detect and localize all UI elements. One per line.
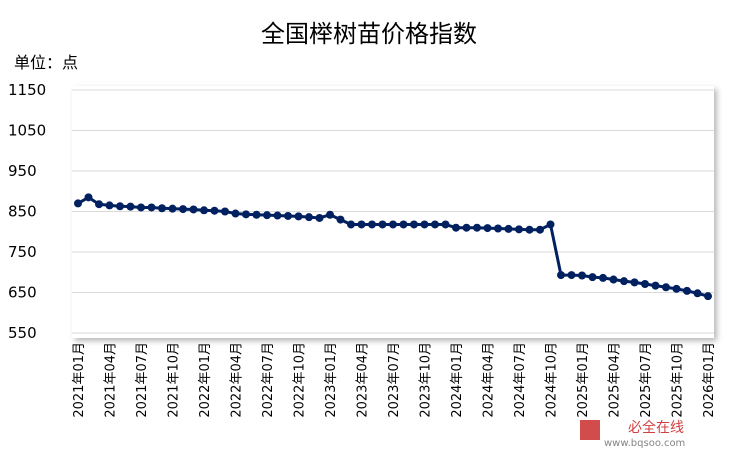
point xyxy=(683,286,691,295)
x-tick-label: 2025年07月 xyxy=(639,342,654,418)
watermark: 必全在线 xyxy=(628,419,684,436)
x-tick-label: 2023年07月 xyxy=(387,342,402,418)
y-tick-label: 850 xyxy=(8,203,37,221)
point xyxy=(410,220,418,229)
point xyxy=(473,223,481,232)
point xyxy=(578,271,586,280)
point xyxy=(462,223,471,232)
point xyxy=(557,271,565,280)
x-tick-label: 2022年10月 xyxy=(293,342,308,418)
point xyxy=(179,205,187,214)
x-tick-label: 2024年04月 xyxy=(482,342,497,418)
point xyxy=(368,220,376,229)
point xyxy=(630,278,639,287)
point xyxy=(378,220,387,229)
point xyxy=(284,211,292,220)
point xyxy=(494,224,502,233)
x-tick-label: 2026年01月 xyxy=(702,342,717,418)
point xyxy=(221,207,229,216)
x-tick-label: 2024年07月 xyxy=(513,342,528,418)
point xyxy=(599,273,607,282)
point xyxy=(525,225,534,234)
x-tick-label: 2021年10月 xyxy=(167,342,182,418)
x-tick-label: 2023年04月 xyxy=(356,342,371,418)
point xyxy=(200,206,208,215)
point xyxy=(126,202,135,211)
x-tick-label: 2024年01月 xyxy=(450,342,465,418)
y-tick-label: 550 xyxy=(8,324,37,342)
y-tick-label: 750 xyxy=(8,243,37,261)
point xyxy=(252,210,261,219)
point xyxy=(389,220,397,229)
point xyxy=(116,202,124,211)
point xyxy=(305,213,313,222)
x-tick-label: 2025年04月 xyxy=(608,342,623,418)
point xyxy=(452,223,460,232)
x-tick-label: 2021年07月 xyxy=(135,342,150,418)
watermark-url: www.bqsoo.com xyxy=(604,438,685,449)
x-tick-label: 2022年01月 xyxy=(198,342,213,418)
x-tick-label: 2025年10月 xyxy=(671,342,686,418)
point xyxy=(347,220,355,229)
point xyxy=(242,210,250,219)
point xyxy=(74,199,82,208)
point xyxy=(620,277,628,286)
point xyxy=(326,210,334,219)
point xyxy=(168,204,177,213)
point xyxy=(95,200,103,209)
x-tick-label: 2022年07月 xyxy=(261,342,276,418)
point xyxy=(105,201,114,210)
point xyxy=(536,225,544,234)
point xyxy=(515,225,523,234)
point xyxy=(147,203,156,212)
x-tick-label: 2023年10月 xyxy=(419,342,434,418)
x-tick-label: 2023年01月 xyxy=(324,342,339,418)
point xyxy=(672,284,681,293)
y-tick-label: 650 xyxy=(8,284,37,302)
point xyxy=(504,224,513,233)
x-tick-label: 2022年04月 xyxy=(230,342,245,418)
point xyxy=(315,213,324,222)
point xyxy=(137,203,145,212)
point xyxy=(84,193,93,202)
point xyxy=(273,211,282,220)
point xyxy=(651,281,660,290)
point xyxy=(588,273,597,282)
watermark-icon xyxy=(580,420,600,440)
point xyxy=(441,220,450,229)
x-tick-label: 2024年10月 xyxy=(545,342,560,418)
point xyxy=(609,275,618,284)
point xyxy=(693,289,702,298)
x-tick-label: 2021年01月 xyxy=(72,342,87,418)
chart-title: 全国榉树苗价格指数 xyxy=(261,20,477,48)
point xyxy=(546,220,555,229)
point xyxy=(336,215,345,224)
point xyxy=(704,292,712,301)
x-tick-label: 2021年04月 xyxy=(104,342,119,418)
point xyxy=(294,212,303,221)
point xyxy=(641,279,649,288)
point xyxy=(431,220,439,229)
point xyxy=(357,220,366,229)
y-tick-label: 1150 xyxy=(8,81,46,99)
x-tick-label: 2025年01月 xyxy=(576,342,591,418)
y-tick-label: 950 xyxy=(8,162,37,180)
point xyxy=(399,220,408,229)
point xyxy=(483,224,492,233)
point xyxy=(231,209,240,218)
point xyxy=(158,204,166,213)
point xyxy=(420,220,429,229)
y-axis-label: 单位：点 xyxy=(14,53,78,72)
point xyxy=(662,283,670,292)
point xyxy=(189,205,198,214)
point xyxy=(567,271,576,280)
point xyxy=(210,206,219,215)
point xyxy=(263,211,271,220)
y-tick-label: 1050 xyxy=(8,122,46,140)
